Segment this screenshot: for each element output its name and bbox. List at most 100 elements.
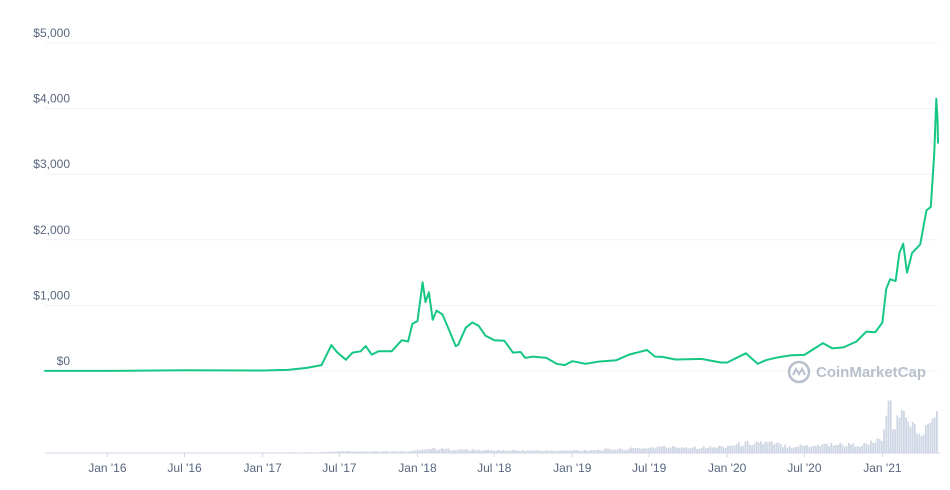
price-point — [365, 345, 367, 347]
volume-bar — [669, 447, 672, 453]
volume-bar — [931, 418, 934, 453]
price-point — [898, 252, 901, 254]
volume-bar — [548, 450, 551, 453]
volume-bar — [493, 450, 496, 453]
volume-bar — [441, 448, 443, 453]
price-point — [831, 347, 834, 349]
volume-bar — [883, 429, 885, 453]
volume-bar — [746, 440, 749, 453]
volume-bar — [482, 450, 485, 453]
volume-bar — [555, 451, 558, 453]
volume-bar — [819, 446, 822, 453]
x-tick-label: Jul '17 — [322, 461, 357, 475]
volume-bar — [524, 451, 527, 453]
volume-bar — [348, 451, 351, 453]
price-point — [503, 340, 505, 342]
volume-bar — [359, 451, 362, 453]
price-point — [44, 370, 46, 372]
volume-bar — [663, 445, 665, 453]
volume-bar — [854, 446, 857, 453]
volume-bar — [920, 436, 923, 453]
volume-bar — [680, 447, 683, 453]
volume-bar — [379, 451, 382, 453]
volume-bar — [581, 450, 584, 453]
volume-bar — [834, 444, 837, 453]
volume-bar — [498, 450, 500, 453]
volume-bar — [324, 451, 327, 453]
volume-bar — [557, 450, 560, 453]
volume-bar — [755, 441, 758, 453]
volume-bar — [621, 449, 624, 453]
volume-bar — [630, 447, 632, 453]
volume-bar — [876, 438, 879, 453]
price-point — [935, 98, 937, 100]
volume-bar — [445, 448, 448, 453]
volume-bar — [546, 450, 549, 453]
volume-bar — [665, 447, 668, 453]
price-point — [287, 369, 289, 371]
volume-bar — [916, 433, 918, 453]
volume-bar — [832, 445, 835, 453]
volume-bar — [845, 446, 848, 453]
coinmarketcap-watermark: CoinMarketCap — [787, 360, 926, 384]
volume-bar — [878, 439, 881, 453]
x-tick-label: Jan '16 — [88, 461, 127, 475]
price-point — [855, 340, 858, 343]
y-tick-label: $0 — [57, 354, 71, 368]
volume-bar — [513, 450, 516, 453]
volume-bar — [768, 441, 771, 453]
volume-bar — [603, 448, 606, 453]
price-point — [584, 363, 587, 365]
volume-bar — [617, 449, 619, 453]
volume-bar — [718, 445, 720, 453]
price-line — [44, 97, 939, 372]
volume-bar — [907, 421, 910, 453]
volume-bar — [795, 447, 797, 453]
volume-bar — [447, 448, 450, 453]
volume-bar — [872, 442, 874, 453]
volume-bar — [361, 450, 364, 453]
volume-bar — [837, 444, 839, 453]
volume-bar — [738, 442, 740, 453]
volume-bar — [460, 448, 463, 453]
volume-bar — [707, 448, 709, 453]
volume-bar — [661, 446, 663, 453]
volume-bar — [599, 450, 602, 453]
volume-bar — [346, 451, 349, 453]
volume-bar — [588, 450, 591, 453]
volume-bar — [804, 445, 806, 453]
price-point — [432, 319, 434, 321]
volume-bar — [515, 450, 518, 453]
price-point — [937, 121, 939, 123]
volume-bar — [364, 451, 366, 453]
y-tick-label: $2,000 — [33, 223, 70, 237]
price-point — [925, 209, 928, 211]
price-point — [422, 281, 424, 283]
volume-bar — [542, 451, 544, 453]
volume-bar — [698, 448, 701, 453]
volume-bar — [918, 433, 921, 453]
price-point — [416, 320, 419, 322]
volume-bar — [592, 450, 595, 453]
volume-bar — [760, 441, 762, 453]
volume-bar — [852, 443, 855, 453]
volume-bar — [535, 450, 538, 453]
price-point — [424, 301, 427, 303]
price-point — [700, 358, 702, 360]
price-point — [321, 364, 323, 366]
volume-bar — [456, 450, 459, 453]
x-tick-label: Jan '18 — [398, 461, 437, 475]
volume-bar — [623, 450, 626, 453]
volume-bar — [656, 447, 659, 453]
volume-bar — [812, 445, 815, 453]
x-tick-label: Jan '17 — [243, 461, 282, 475]
volume-bar — [419, 450, 421, 453]
price-point — [455, 345, 457, 347]
price-point — [512, 352, 514, 354]
price-point — [484, 335, 486, 337]
y-tick-label: $4,000 — [33, 92, 70, 106]
price-point — [428, 291, 430, 293]
volume-bar — [810, 446, 813, 453]
price-point — [360, 350, 362, 352]
